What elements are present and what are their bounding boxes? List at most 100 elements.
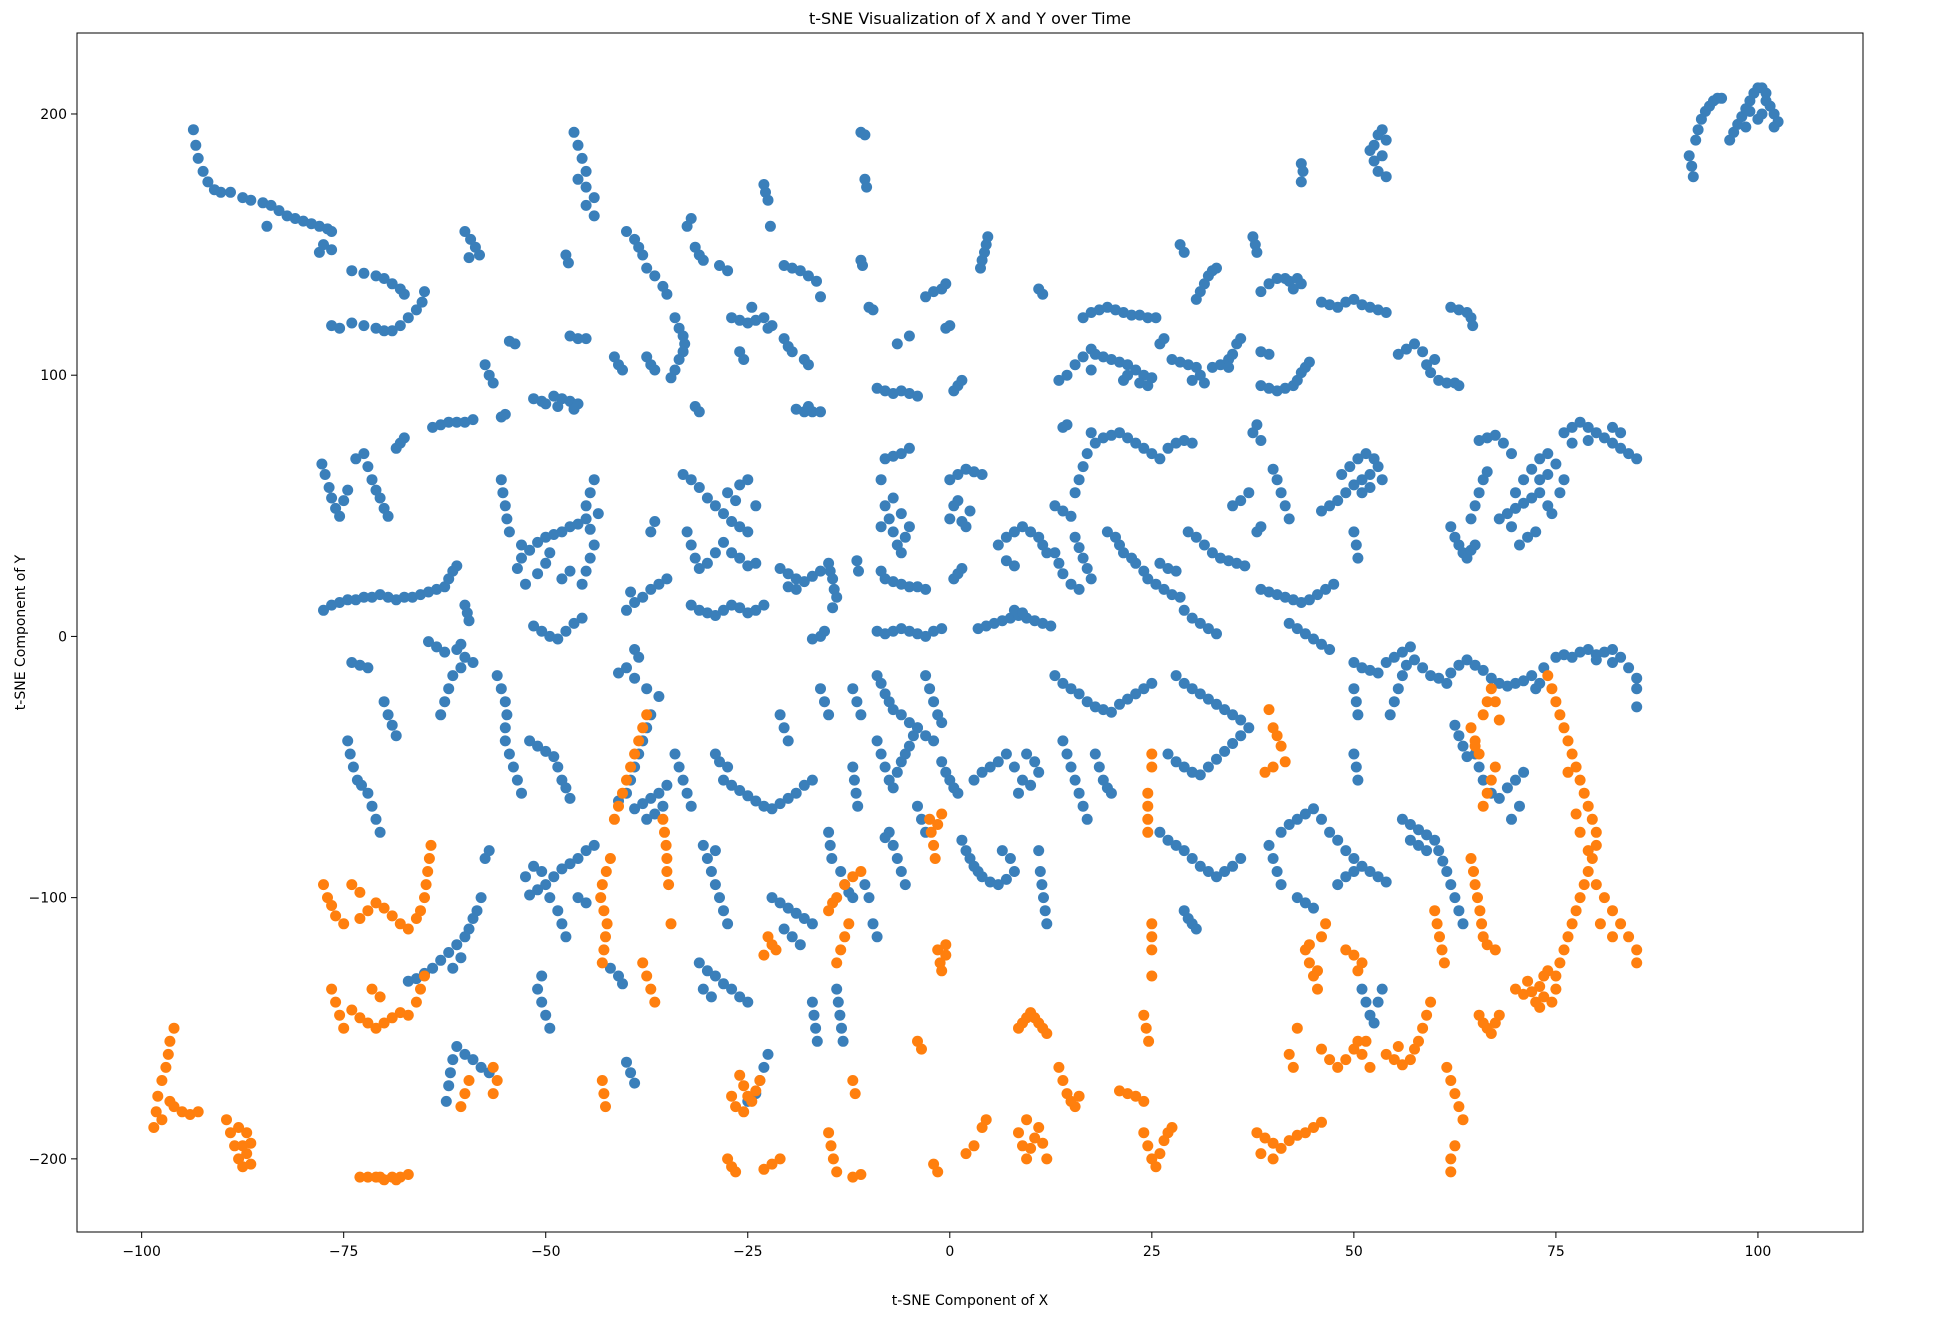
data-point xyxy=(1130,557,1142,569)
data-point xyxy=(1534,474,1546,486)
data-point xyxy=(390,1174,402,1186)
data-point xyxy=(956,563,968,574)
data-point xyxy=(402,1169,414,1180)
data-point xyxy=(532,536,544,548)
data-point xyxy=(1631,701,1643,713)
data-point xyxy=(1350,761,1362,773)
data-point xyxy=(659,826,670,838)
data-point xyxy=(1590,879,1602,891)
data-point xyxy=(1526,670,1538,682)
data-point xyxy=(1449,1088,1461,1100)
data-point xyxy=(1166,1122,1178,1133)
data-point xyxy=(924,683,936,695)
data-point xyxy=(879,500,891,512)
data-point xyxy=(762,1048,774,1060)
y-tick-label: 0 xyxy=(58,629,67,645)
data-point xyxy=(598,905,610,917)
data-point xyxy=(1493,792,1505,804)
data-point xyxy=(1227,738,1239,749)
data-point xyxy=(1683,150,1695,162)
data-point xyxy=(1105,787,1117,799)
data-point xyxy=(394,918,406,930)
data-point xyxy=(665,372,677,384)
data-point xyxy=(1259,1132,1271,1144)
data-point xyxy=(463,252,475,264)
data-point xyxy=(584,523,596,535)
data-point xyxy=(843,918,855,930)
data-point xyxy=(831,957,843,969)
data-point xyxy=(835,944,847,956)
data-point xyxy=(1501,508,1513,520)
data-point xyxy=(435,954,447,966)
data-point xyxy=(596,1075,608,1086)
data-point xyxy=(641,970,653,982)
data-point xyxy=(241,1127,253,1139)
data-point xyxy=(806,633,818,645)
data-point xyxy=(1425,367,1437,379)
data-point xyxy=(1554,487,1566,499)
data-point xyxy=(1154,557,1166,569)
y-tick-label: 100 xyxy=(40,368,67,384)
data-point xyxy=(503,748,515,760)
data-point xyxy=(887,782,899,794)
data-point xyxy=(1013,1127,1024,1139)
data-point xyxy=(524,544,536,556)
data-point xyxy=(318,879,329,891)
data-point xyxy=(1409,654,1420,666)
data-point xyxy=(891,853,903,864)
data-point xyxy=(1522,531,1534,543)
data-point xyxy=(1073,1090,1085,1102)
data-point xyxy=(1566,421,1578,433)
data-point xyxy=(1534,487,1546,499)
data-point xyxy=(516,539,527,551)
data-point xyxy=(811,1035,823,1047)
data-point xyxy=(1518,497,1530,509)
data-point xyxy=(1417,662,1429,674)
data-point xyxy=(443,947,455,958)
data-point xyxy=(1085,573,1097,585)
data-point xyxy=(819,625,830,637)
data-point xyxy=(980,1114,992,1126)
data-point xyxy=(1489,696,1501,708)
data-point xyxy=(824,839,836,851)
data-point xyxy=(758,312,770,324)
data-point xyxy=(475,892,487,904)
data-point xyxy=(1275,1142,1287,1154)
data-point xyxy=(1178,604,1190,616)
data-point xyxy=(738,1106,750,1118)
data-point xyxy=(499,722,511,734)
data-point xyxy=(1392,1041,1404,1052)
data-point xyxy=(1130,1090,1142,1102)
data-point xyxy=(516,787,527,799)
data-point xyxy=(1348,866,1360,877)
data-point xyxy=(734,479,746,491)
data-point xyxy=(976,469,988,480)
data-point xyxy=(936,756,948,768)
y-tick-label: 200 xyxy=(40,107,67,123)
data-point xyxy=(451,1041,463,1052)
data-point xyxy=(1550,696,1562,708)
data-point xyxy=(685,474,697,486)
data-point xyxy=(1631,944,1643,956)
data-point xyxy=(661,779,673,791)
data-point xyxy=(1267,463,1279,475)
data-point xyxy=(382,510,394,522)
data-point xyxy=(1348,748,1360,760)
data-point xyxy=(1186,853,1198,864)
data-point xyxy=(633,651,645,663)
data-point xyxy=(261,220,273,232)
data-point xyxy=(1013,787,1024,799)
data-point xyxy=(419,970,430,982)
data-point xyxy=(798,779,810,791)
data-point xyxy=(835,866,847,877)
data-point xyxy=(580,199,592,211)
data-point xyxy=(1631,672,1643,684)
data-point xyxy=(774,1153,786,1165)
data-point xyxy=(1045,620,1057,632)
data-point xyxy=(318,239,329,251)
data-point xyxy=(1364,866,1376,877)
data-point xyxy=(1312,965,1323,977)
data-point xyxy=(1069,359,1081,371)
data-point xyxy=(734,552,746,564)
data-point xyxy=(1138,683,1150,695)
